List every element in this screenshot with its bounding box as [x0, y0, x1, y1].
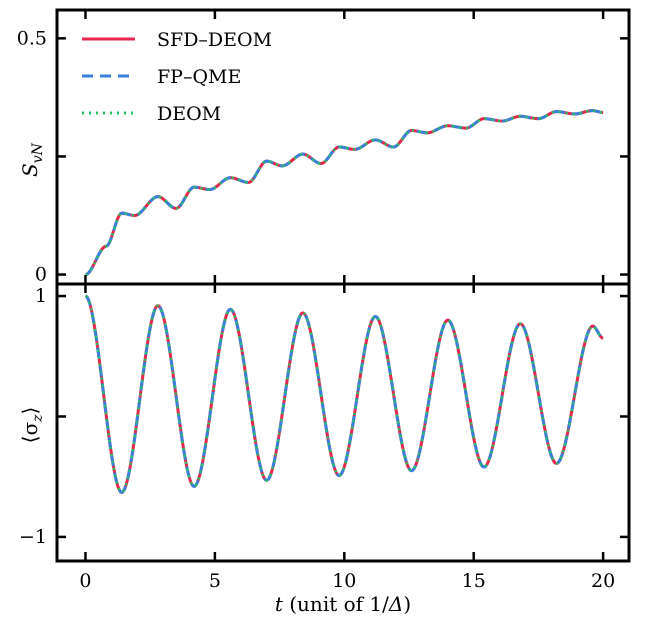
- series-line-sigma-z-sfd-deom: [84, 294, 604, 494]
- legend-label-fp-qme: FP–QME: [157, 66, 241, 88]
- x-tick-label: 5: [209, 570, 221, 592]
- y-axis-title-entropy: SvN: [18, 142, 46, 177]
- series-line-sigma-z-fp-qme: [84, 294, 604, 494]
- series-line-entropy-fp-qme: [84, 109, 604, 277]
- legend: SFD–DEOM FP–QME DEOM: [82, 29, 272, 125]
- sigma-z-panel: −110 5 10 15 20: [19, 282, 631, 592]
- x-tick-label: 0: [79, 570, 91, 592]
- x-tick-label: 10: [332, 570, 356, 592]
- y-axis-title-sigma-z: ⟨σz⟩: [18, 407, 46, 444]
- plot-frame-sigma-z: [55, 282, 631, 563]
- entropy-panel: 00.5: [17, 8, 631, 286]
- legend-label-sfd-deom: SFD–DEOM: [157, 29, 272, 51]
- x-axis-title: t (unit of 1/Δ): [275, 592, 411, 616]
- y-tick-label-entropy: 0.5: [17, 27, 47, 49]
- x-tick-label: 20: [591, 570, 615, 592]
- series-line-entropy-sfd-deom: [84, 109, 604, 277]
- legend-label-deom: DEOM: [157, 103, 221, 125]
- series-line-entropy-deom: [84, 109, 604, 276]
- x-tick-label: 15: [462, 570, 486, 592]
- y-tick-label-entropy: 0: [35, 264, 47, 286]
- y-tick-label-sigma-z: −1: [19, 526, 47, 548]
- y-tick-label-sigma-z: 1: [35, 285, 47, 307]
